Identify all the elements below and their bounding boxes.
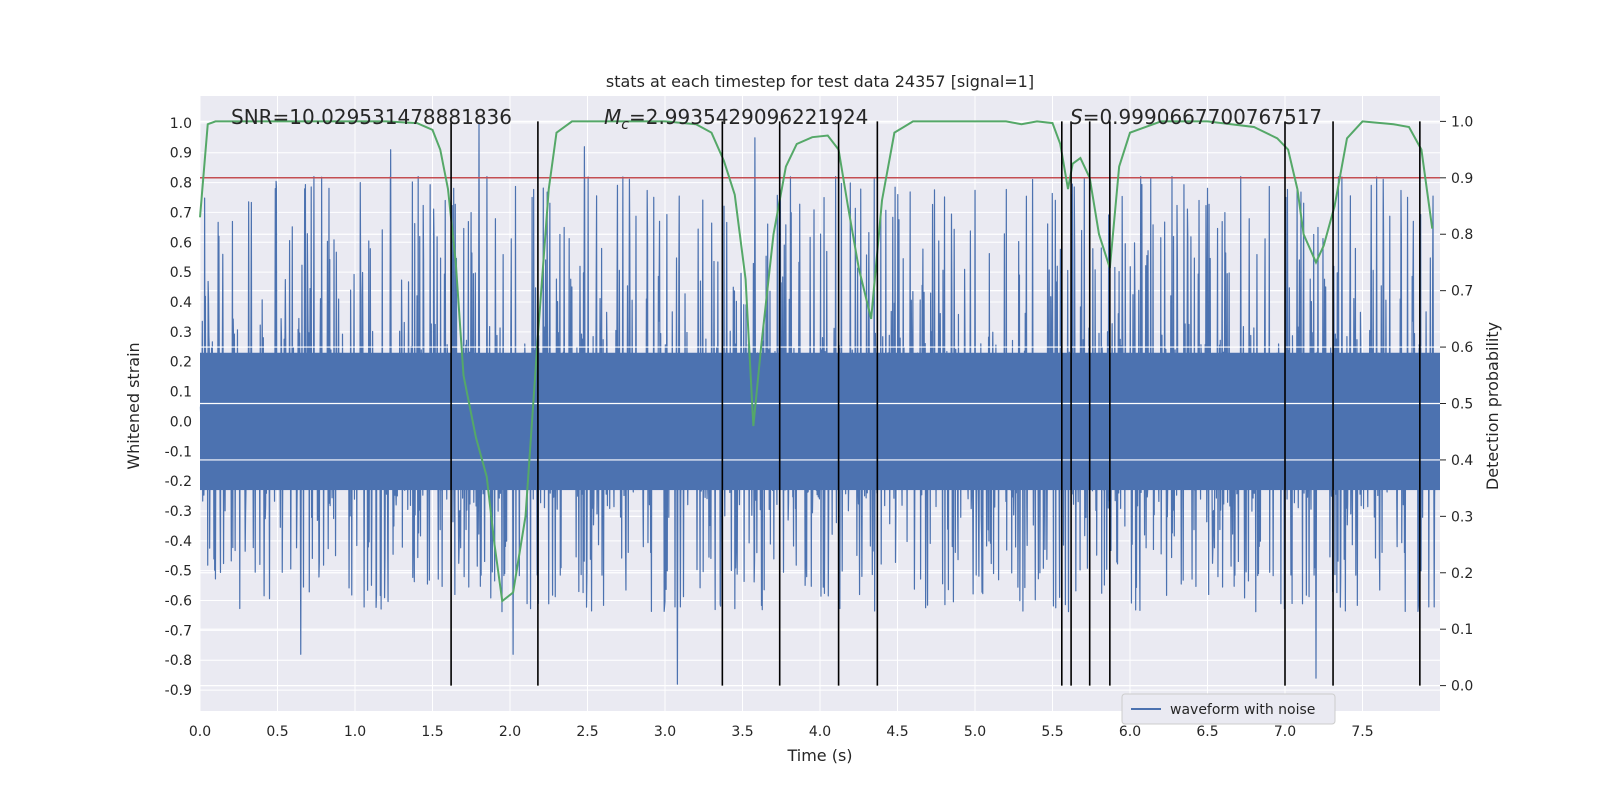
chart-title: stats at each timestep for test data 243… (606, 72, 1034, 91)
chirp-mass-symbol: M (604, 105, 621, 129)
y-tick-label-right: 0.9 (1451, 171, 1473, 187)
x-tick-label: 6.0 (1119, 724, 1141, 740)
x-tick-label: 6.5 (1196, 724, 1218, 740)
y-tick-label-left: 1.0 (170, 116, 192, 132)
y-tick-label-right: 1.0 (1451, 114, 1473, 130)
y-tick-label-left: -0.1 (165, 444, 192, 460)
y-tick-label-left: -0.5 (165, 564, 192, 580)
right-y-axis-label: Detection probability (1483, 322, 1502, 490)
legend-label: waveform with noise (1170, 702, 1315, 718)
y-tick-label-left: 0.6 (170, 235, 192, 251)
y-tick-label-left: 0.2 (170, 355, 192, 371)
snr-annotation: SNR=10.029531478881836 (231, 105, 512, 129)
x-tick-label: 5.5 (1041, 724, 1063, 740)
x-tick-label: 2.5 (576, 724, 598, 740)
y-tick-label-left: 0.3 (170, 325, 192, 341)
y-tick-label-left: -0.6 (165, 594, 192, 610)
x-tick-label: 3.0 (654, 724, 676, 740)
y-tick-label-right: 0.6 (1451, 340, 1473, 356)
left-y-axis-label: Whitened strain (124, 342, 143, 469)
x-tick-label: 7.0 (1274, 724, 1296, 740)
y-tick-label-left: 0.7 (170, 205, 192, 221)
y-tick-label-right: 0.4 (1451, 453, 1473, 469)
x-tick-label: 4.5 (886, 724, 908, 740)
s-annotation: S=0.9990667700767517 (1070, 105, 1322, 129)
y-tick-label-left: 0.1 (170, 385, 192, 401)
y-tick-label-left: -0.8 (165, 653, 192, 669)
y-tick-label-right: 0.8 (1451, 227, 1473, 243)
s-symbol: S (1070, 105, 1083, 129)
y-tick-label-left: -0.9 (165, 683, 192, 699)
y-tick-label-left: 0.9 (170, 146, 192, 162)
legend-box (1121, 693, 1336, 725)
y-tick-label-left: -0.4 (165, 534, 192, 550)
x-axis-label: Time (s) (786, 746, 852, 765)
probability-line (199, 120, 1434, 603)
y-tick-label-left: 0.5 (170, 265, 192, 281)
waveform-dense-band (200, 352, 1440, 491)
y-tick-label-left: -0.2 (165, 474, 192, 490)
y-tick-label-right: 0.5 (1451, 397, 1473, 413)
event-lines (450, 121, 1421, 686)
x-tick-label: 7.5 (1351, 724, 1373, 740)
x-tick-label: 2.0 (499, 724, 521, 740)
legend: waveform with noise (1121, 693, 1336, 725)
tick-labels: 0.0 0.5 1.0 1.5 2.0 2.5 3.0 3.5 4.0 4.5 5.0 5.5 6.0 6… (165, 114, 1474, 740)
waveform-series (199, 122, 1440, 685)
x-tick-label: 0.5 (266, 724, 288, 740)
x-tick-label: 1.5 (421, 724, 443, 740)
chirp-mass-annotation: Mc=2.9935429096221924 (604, 105, 868, 133)
chirp-mass-subscript: c (621, 117, 629, 133)
y-tick-label-right: 0.2 (1451, 566, 1473, 582)
x-tick-label: 4.0 (809, 724, 831, 740)
y-tick-label-right: 0.7 (1451, 284, 1473, 300)
x-tick-label: 5.0 (964, 724, 986, 740)
y-tick-label-left: 0.0 (170, 414, 192, 430)
x-tick-label: 1.0 (344, 724, 366, 740)
probability-series (199, 120, 1434, 603)
y-tick-label-left: 0.4 (170, 295, 192, 311)
chirp-mass-value: =2.9935429096221924 (629, 105, 868, 129)
x-tick-label: 0.0 (189, 724, 211, 740)
y-tick-label-left: -0.7 (165, 623, 192, 639)
y-tick-label-right: 0.0 (1451, 679, 1473, 695)
y-tick-label-right: 0.3 (1451, 509, 1473, 525)
y-tick-label-right: 0.1 (1451, 622, 1473, 638)
s-value: =0.9990667700767517 (1083, 105, 1322, 129)
y-tick-label-left: 0.8 (170, 176, 192, 192)
x-tick-label: 3.5 (731, 724, 753, 740)
y-tick-label-left: -0.3 (165, 504, 192, 520)
